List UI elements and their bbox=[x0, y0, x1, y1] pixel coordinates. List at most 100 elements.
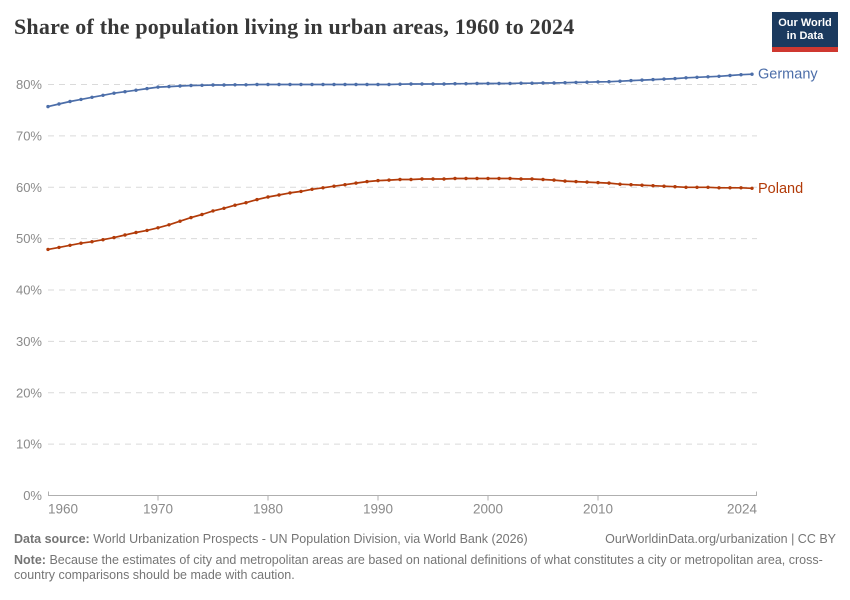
data-point bbox=[167, 223, 171, 227]
data-point bbox=[156, 226, 160, 230]
data-point bbox=[145, 86, 149, 91]
data-point bbox=[552, 81, 556, 85]
data-point bbox=[123, 233, 127, 237]
data-point bbox=[706, 75, 710, 79]
data-point bbox=[442, 177, 446, 181]
x-tick-label: 1970 bbox=[143, 502, 173, 517]
data-point bbox=[585, 80, 589, 84]
data-point bbox=[464, 176, 468, 181]
data-point bbox=[101, 238, 105, 242]
attribution-link[interactable]: OurWorldinData.org/urbanization | CC BY bbox=[605, 532, 836, 546]
data-point bbox=[255, 197, 259, 202]
germany-series-label[interactable]: Germany bbox=[758, 67, 818, 83]
data-point bbox=[431, 82, 435, 86]
owid-logo[interactable]: Our World in Data bbox=[772, 12, 838, 52]
data-point bbox=[68, 99, 72, 104]
data-point bbox=[409, 82, 413, 86]
data-point bbox=[376, 82, 380, 87]
poland-series-label[interactable]: Poland bbox=[758, 181, 803, 197]
data-point bbox=[497, 176, 501, 181]
data-point bbox=[266, 82, 270, 87]
y-tick-label: 80% bbox=[16, 77, 42, 92]
data-point bbox=[464, 82, 468, 86]
data-point bbox=[695, 185, 699, 189]
y-tick-label: 10% bbox=[16, 437, 42, 452]
data-point bbox=[717, 186, 721, 190]
data-point bbox=[90, 240, 94, 244]
data-point bbox=[310, 82, 314, 87]
note-label: Note: bbox=[14, 553, 46, 567]
data-point bbox=[398, 177, 402, 182]
data-point bbox=[728, 186, 732, 190]
data-point bbox=[222, 83, 226, 87]
data-point bbox=[178, 219, 182, 223]
data-point bbox=[596, 80, 600, 84]
data-point bbox=[255, 82, 259, 87]
data-point bbox=[233, 203, 237, 207]
data-point bbox=[453, 176, 457, 181]
footer-source-row: Data source: World Urbanization Prospect… bbox=[14, 532, 836, 547]
data-point bbox=[420, 82, 424, 86]
data-point bbox=[519, 81, 523, 85]
data-point bbox=[497, 81, 501, 86]
data-point bbox=[244, 83, 248, 87]
y-tick-label: 40% bbox=[16, 283, 42, 298]
data-point bbox=[607, 80, 611, 84]
data-point bbox=[79, 97, 83, 102]
data-point bbox=[365, 82, 369, 87]
data-point bbox=[57, 102, 61, 106]
data-point bbox=[288, 191, 292, 195]
data-point bbox=[541, 177, 545, 182]
data-point bbox=[695, 75, 699, 80]
data-point bbox=[123, 90, 127, 94]
data-point bbox=[574, 80, 578, 85]
data-point bbox=[398, 82, 402, 86]
data-point bbox=[134, 88, 138, 92]
data-point bbox=[552, 178, 556, 182]
data-point bbox=[563, 179, 567, 183]
data-point bbox=[684, 76, 688, 80]
line-chart: 0% 10% 20% 30% 40% 50% 60% 70% 80% 1960 1970 1980 19… bbox=[16, 67, 818, 517]
series-germany: Germany bbox=[46, 67, 818, 109]
data-point bbox=[662, 77, 666, 81]
data-point bbox=[651, 184, 655, 188]
data-point bbox=[475, 176, 479, 181]
data-point bbox=[354, 82, 358, 87]
data-point bbox=[365, 179, 369, 184]
owid-logo-red-bar bbox=[772, 47, 838, 52]
data-point bbox=[750, 72, 754, 76]
data-point bbox=[233, 83, 237, 87]
y-tick-label: 70% bbox=[16, 128, 42, 143]
data-point bbox=[387, 178, 391, 182]
data-point bbox=[200, 212, 204, 217]
data-point bbox=[684, 185, 688, 189]
data-point bbox=[376, 178, 380, 183]
data-point bbox=[178, 84, 182, 88]
data-point bbox=[453, 82, 457, 86]
data-point bbox=[475, 81, 479, 86]
data-point bbox=[222, 206, 226, 210]
data-point bbox=[431, 177, 435, 181]
data-point bbox=[530, 81, 534, 85]
data-point bbox=[310, 187, 314, 191]
data-point bbox=[387, 82, 391, 87]
data-point bbox=[508, 81, 512, 86]
data-point bbox=[189, 83, 193, 88]
data-point bbox=[167, 84, 171, 89]
x-tick-label: 1960 bbox=[48, 502, 78, 517]
y-tick-label: 0% bbox=[23, 488, 42, 503]
data-point bbox=[244, 201, 248, 205]
data-point bbox=[574, 179, 578, 184]
data-point bbox=[134, 230, 138, 235]
data-point bbox=[46, 247, 50, 252]
data-source-text: World Urbanization Prospects - UN Popula… bbox=[93, 532, 528, 546]
series-poland: Poland bbox=[46, 176, 803, 252]
data-point bbox=[640, 183, 644, 187]
data-point bbox=[321, 82, 325, 87]
y-tick-label: 20% bbox=[16, 385, 42, 400]
data-point bbox=[90, 95, 94, 100]
data-point bbox=[189, 215, 193, 220]
y-tick-label: 30% bbox=[16, 334, 42, 349]
data-source: Data source: World Urbanization Prospect… bbox=[14, 532, 528, 547]
data-point bbox=[57, 245, 61, 250]
